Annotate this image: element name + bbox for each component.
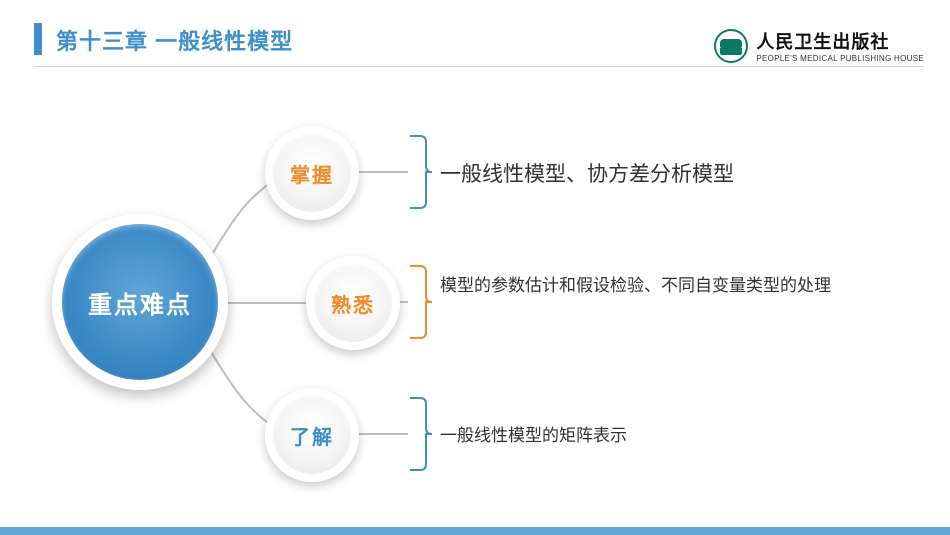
center-label: 重点难点: [88, 285, 192, 320]
header: 第十三章 一般线性模型 人民卫生出版社 PEOPLE'S MEDICAL PUB…: [0, 20, 950, 70]
node-label-2: 了解: [290, 421, 334, 450]
logo-en: PEOPLE'S MEDICAL PUBLISHING HOUSE: [756, 54, 924, 63]
logo-text: 人民卫生出版社 PEOPLE'S MEDICAL PUBLISHING HOUS…: [756, 28, 924, 63]
node-disc-0: 掌握: [265, 126, 359, 220]
publisher-logo: 人民卫生出版社 PEOPLE'S MEDICAL PUBLISHING HOUS…: [714, 28, 924, 63]
center-disc: 重点难点: [52, 214, 228, 390]
node-label-0: 掌握: [290, 159, 334, 188]
header-rule: [34, 66, 924, 67]
logo-mark-icon: [714, 29, 748, 63]
footer-bar: [0, 527, 950, 535]
node-disc-2: 了解: [265, 388, 359, 482]
node-label-1: 熟悉: [331, 289, 375, 318]
accent-bar: [34, 23, 42, 55]
node-content-0: 一般线性模型、协方差分析模型: [440, 157, 880, 193]
node-disc-1: 熟悉: [306, 256, 400, 350]
chapter-title: 第十三章 一般线性模型: [56, 24, 293, 56]
node-content-2: 一般线性模型的矩阵表示: [440, 422, 860, 451]
node-content-1: 模型的参数估计和假设检验、不同自变量类型的处理: [440, 272, 860, 301]
logo-cn: 人民卫生出版社: [756, 28, 889, 54]
